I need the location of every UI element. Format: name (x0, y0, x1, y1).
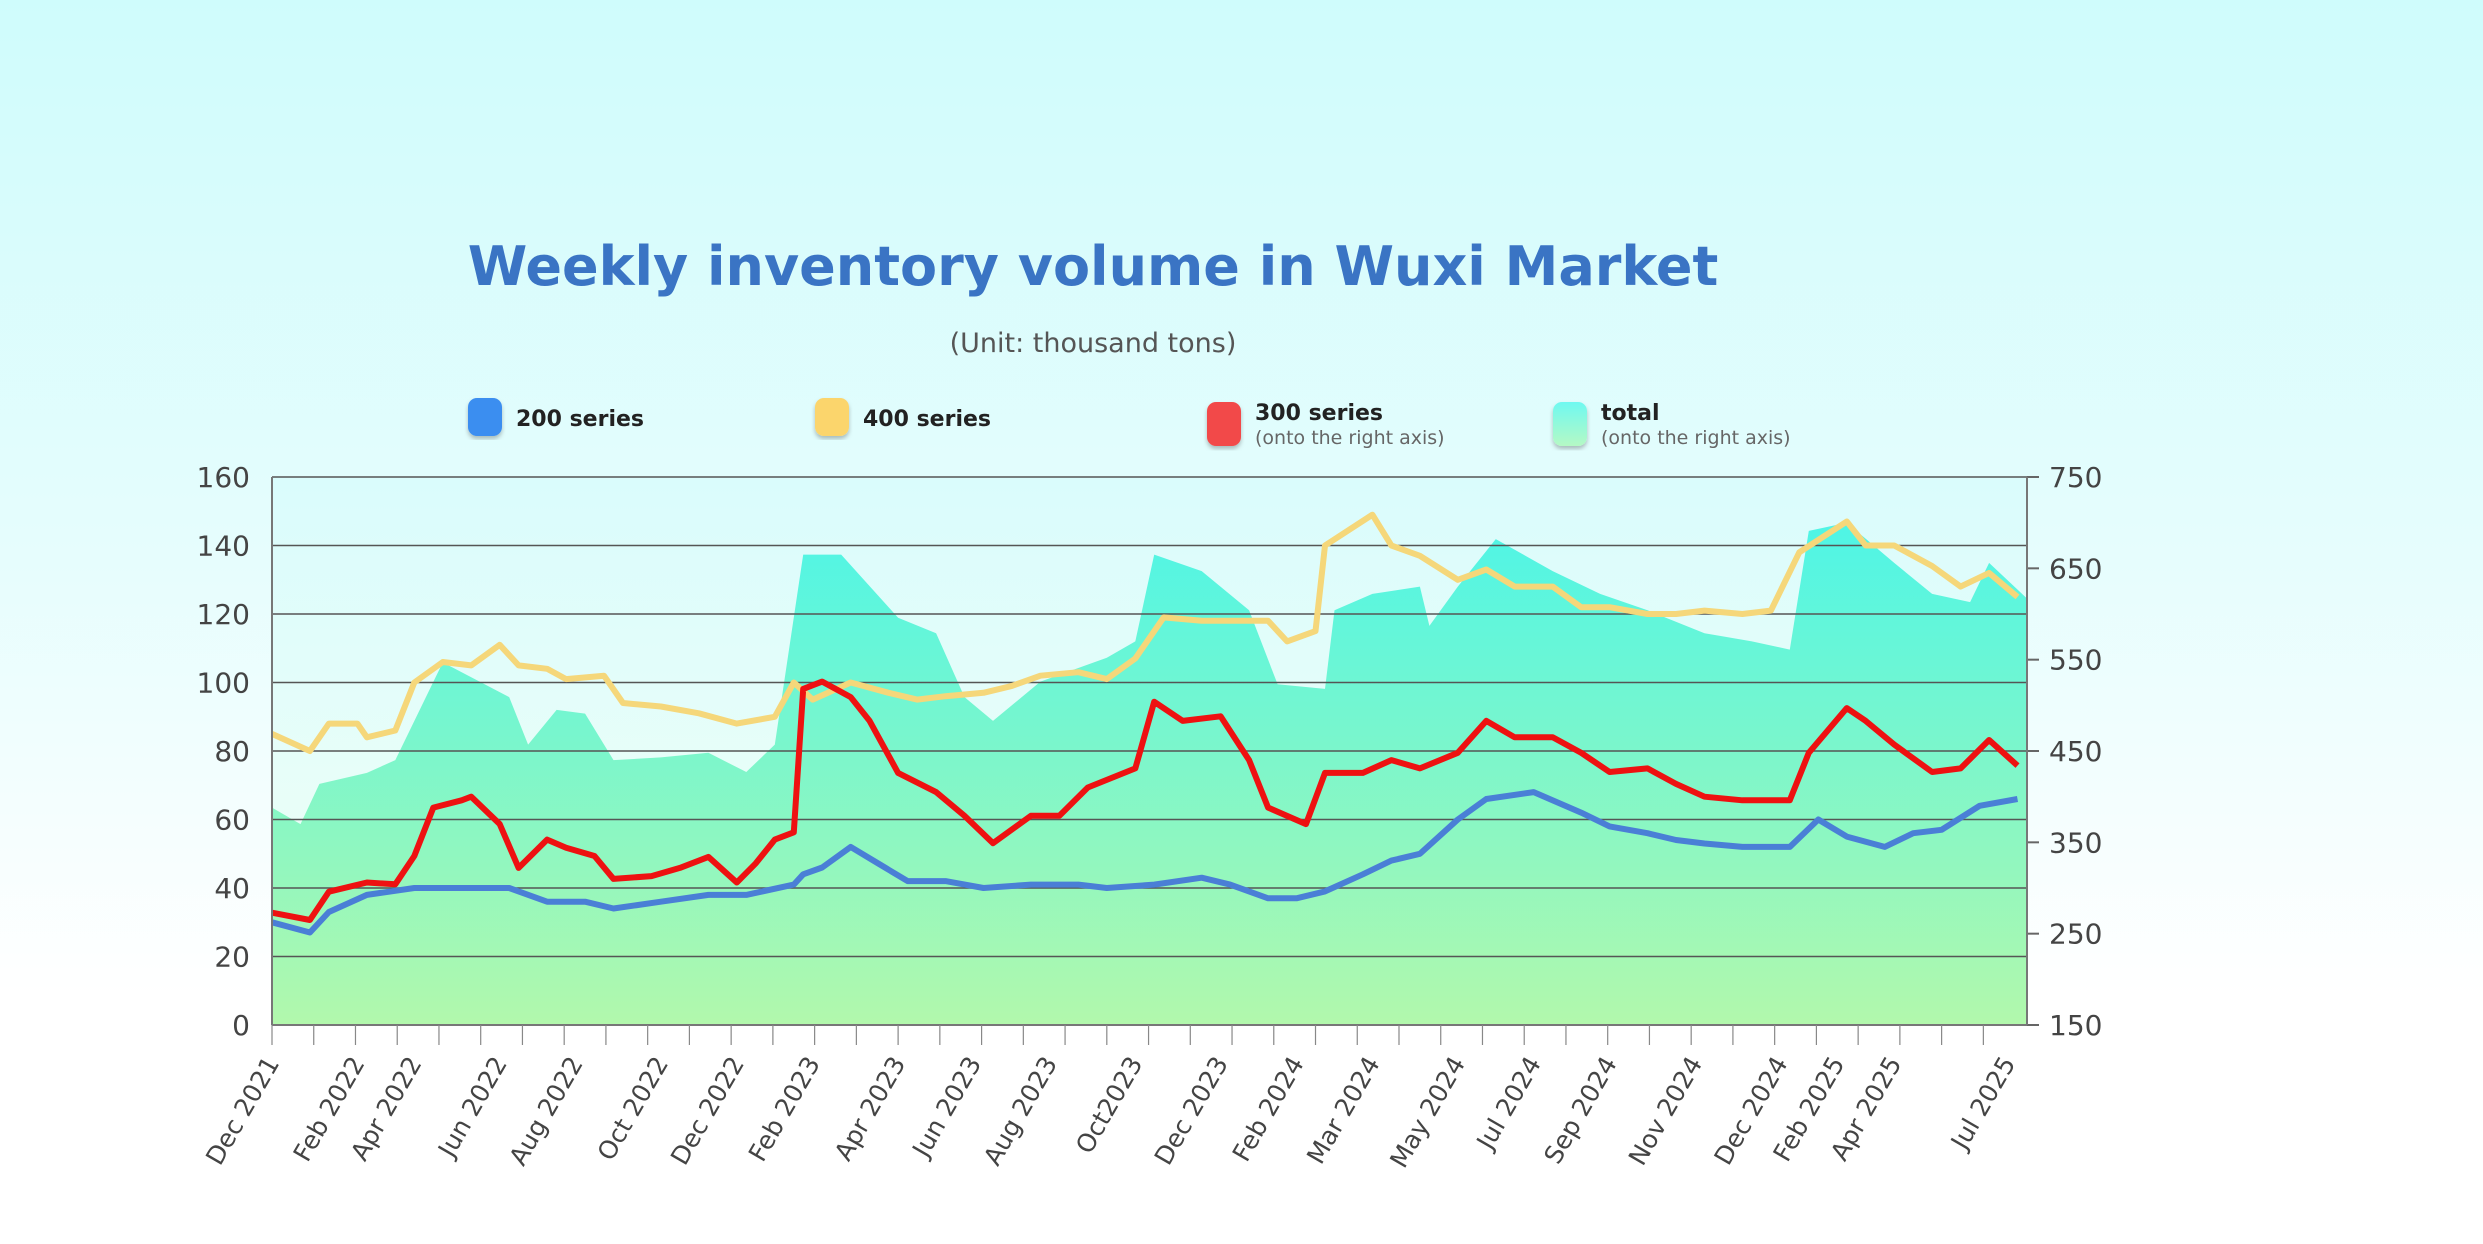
x-tick-label: Jul 2024 (1470, 1052, 1547, 1156)
chart-title: Weekly inventory volume in Wuxi Market (468, 235, 1719, 298)
y-right-tick-label: 350 (2049, 826, 2102, 859)
x-tick-label: Apr 2023 (829, 1052, 912, 1166)
y-right-tick-label: 250 (2049, 918, 2102, 951)
legend-note: (onto the right axis) (1255, 427, 1445, 449)
total-area (272, 522, 2027, 1025)
legend: 200 series 400 series 300 series(onto the … (468, 398, 1791, 449)
x-tick-label: Mar 2024 (1301, 1052, 1385, 1169)
y-right-tick-label: 550 (2049, 644, 2102, 677)
legend-label: 200 series (516, 407, 644, 432)
400-series-line (270, 511, 2020, 754)
legend-item[interactable]: total(onto the right axis) (1553, 401, 1791, 449)
y-right-tick-label: 750 (2049, 461, 2102, 494)
legend-swatch (468, 398, 502, 436)
legend-label: total (1601, 401, 1660, 426)
x-tick-label: Oct 2022 (592, 1052, 675, 1166)
x-tick-label: Aug 2023 (978, 1052, 1063, 1171)
x-tick-label: Dec 2022 (665, 1052, 750, 1170)
y-right-tick-label: 450 (2049, 735, 2102, 768)
legend-swatch (1553, 402, 1587, 446)
x-tick-label: Sep 2024 (1538, 1052, 1622, 1169)
y-left-tick-label: 160 (197, 461, 250, 494)
x-tick-label: Aug 2022 (503, 1052, 588, 1171)
x-tick-label: Jul 2025 (1944, 1051, 2021, 1155)
y-left-tick-label: 100 (197, 667, 250, 700)
x-tick-label: Feb 2023 (743, 1052, 826, 1167)
300-series-line (271, 678, 2020, 923)
legend-note: (onto the right axis) (1601, 427, 1791, 449)
x-tick-label: May 2024 (1384, 1052, 1471, 1173)
y-left-tick-label: 40 (214, 872, 250, 905)
x-tick-label: Jun 2022 (431, 1052, 512, 1164)
legend-label: 400 series (863, 407, 991, 432)
legend-item[interactable]: 400 series (815, 398, 991, 436)
legend-item[interactable]: 200 series (468, 398, 644, 436)
chart-subtitle: (Unit: thousand tons) (950, 328, 1237, 359)
legend-swatch (1207, 402, 1241, 446)
y-left-tick-label: 140 (197, 530, 250, 563)
y-left-tick-label: 0 (232, 1009, 250, 1042)
x-tick-label: Dec 2023 (1149, 1052, 1234, 1170)
y-left-tick-label: 80 (214, 735, 250, 768)
y-left-tick-label: 60 (214, 804, 250, 837)
x-tick-label: Feb 2024 (1227, 1052, 1310, 1167)
y-left-tick-label: 20 (214, 941, 250, 974)
legend-label: 300 series (1255, 401, 1383, 426)
x-tick-label: Oct2023 (1070, 1052, 1149, 1159)
y-left-tick-label: 120 (197, 598, 250, 631)
y-right-tick-label: 650 (2049, 552, 2102, 585)
legend-swatch (815, 398, 849, 436)
x-tick-label: Dec 2021 (200, 1052, 285, 1170)
x-tick-label: Nov 2024 (1623, 1052, 1708, 1171)
x-tick-label: Jun 2023 (906, 1052, 987, 1164)
legend-item[interactable]: 300 series(onto the right axis) (1207, 401, 1445, 449)
y-right-tick-label: 150 (2049, 1009, 2102, 1042)
200-series-line (271, 789, 2019, 936)
